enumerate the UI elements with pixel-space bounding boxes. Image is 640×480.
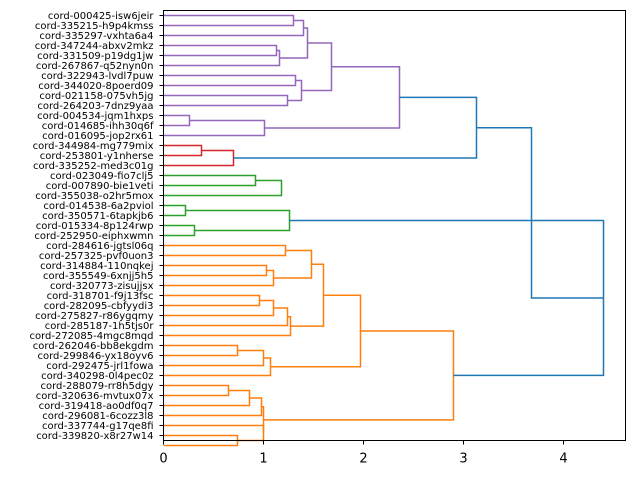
x-tick-label: 0 bbox=[159, 452, 167, 467]
leaf-label: cord-337744-g17qe8fi bbox=[42, 421, 154, 432]
x-tick-label: 3 bbox=[459, 452, 467, 467]
x-tick-label: 1 bbox=[259, 452, 267, 467]
leaf-label: cord-331509-p19dg1jw bbox=[37, 51, 153, 62]
leaf-label: cord-320636-mvtux07x bbox=[36, 391, 154, 402]
leaf-label: cord-288079-rr8h5dgy bbox=[40, 381, 153, 392]
x-axis-ticks: 0 1 2 3 4 bbox=[159, 440, 568, 467]
leaf-label: cord-335252-med3c01g bbox=[33, 161, 153, 172]
leaf-label: cord-014538-6a2pviol bbox=[43, 201, 153, 212]
leaf-label: cord-267867-q52nyn0n bbox=[36, 61, 154, 72]
plot-frame bbox=[163, 10, 626, 441]
dendrogram-link bbox=[261, 406, 265, 433]
leaf-label: cord-285187-1h5tjs0r bbox=[45, 321, 155, 332]
x-tick-label: 2 bbox=[359, 452, 367, 467]
leaf-label: cord-021158-075vh5jg bbox=[39, 91, 153, 102]
leaf-label: cord-322943-lvdl7puw bbox=[41, 71, 153, 82]
leaf-labels: cord-000425-isw6jeircord-335215-h9p4kmss… bbox=[29, 11, 164, 442]
leaf-label: cord-350571-6tapkjb6 bbox=[42, 211, 153, 222]
leaf-label: cord-292475-jrl1fowa bbox=[46, 361, 153, 372]
leaf-label: cord-016095-jop2rx61 bbox=[42, 131, 153, 142]
leaf-label: cord-023049-fio7clj5 bbox=[50, 171, 154, 182]
leaf-label: cord-335297-vxhta6a4 bbox=[39, 31, 153, 42]
leaf-label: cord-282095-cbfyydi3 bbox=[44, 301, 154, 312]
leaf-label: cord-340298-0l4pec0z bbox=[41, 371, 153, 382]
leaf-label: cord-299846-yx18oyv6 bbox=[38, 351, 154, 362]
leaf-label: cord-319418-ao0df0q7 bbox=[39, 401, 154, 412]
leaf-label: cord-318701-f9j13fsc bbox=[47, 291, 154, 302]
leaf-label: cord-007890-bie1veti bbox=[46, 181, 154, 192]
leaf-label: cord-272085-4mgc8mqd bbox=[29, 331, 153, 342]
leaf-label: cord-264203-7dnz9yaa bbox=[37, 101, 153, 112]
leaf-label: cord-347244-abxv2mkz bbox=[35, 41, 154, 52]
leaf-label: cord-355549-6xnjj5h5 bbox=[43, 271, 154, 282]
dendrogram-link bbox=[476, 126, 604, 299]
leaf-label: cord-284616-jgtsl06q bbox=[46, 241, 153, 252]
x-tick-label: 4 bbox=[559, 452, 567, 467]
leaf-label: cord-355038-o2hr5mox bbox=[35, 191, 153, 202]
dendrogram-links bbox=[163, 14, 605, 447]
leaf-label: cord-252950-eiphxwmn bbox=[34, 231, 153, 242]
leaf-label: cord-335215-h9p4kmss bbox=[35, 21, 154, 32]
leaf-label: cord-344984-mg779mix bbox=[33, 141, 154, 152]
leaf-label: cord-004534-jqm1hxps bbox=[37, 111, 153, 122]
leaf-label: cord-296081-6cozz3l8 bbox=[42, 411, 153, 422]
leaf-label: cord-320773-zisujjsx bbox=[50, 281, 154, 292]
leaf-label: cord-262046-bb8ekgdm bbox=[33, 341, 154, 352]
leaf-label: cord-014685-ihh30q6f bbox=[42, 121, 154, 132]
leaf-label: cord-000425-isw6jeir bbox=[48, 11, 155, 22]
leaf-label: cord-314884-110nqkej bbox=[40, 261, 153, 272]
leaf-label: cord-339820-x8r27w14 bbox=[36, 431, 153, 442]
leaf-label: cord-257325-pvf0uon3 bbox=[39, 251, 154, 262]
leaf-label: cord-253801-y1nherse bbox=[40, 151, 154, 162]
leaf-label: cord-015334-8p124rwp bbox=[36, 221, 154, 232]
dendrogram-link bbox=[163, 179, 283, 197]
leaf-label: cord-275827-r86ygqmy bbox=[35, 311, 153, 322]
leaf-label: cord-344020-8poerd09 bbox=[38, 81, 153, 92]
